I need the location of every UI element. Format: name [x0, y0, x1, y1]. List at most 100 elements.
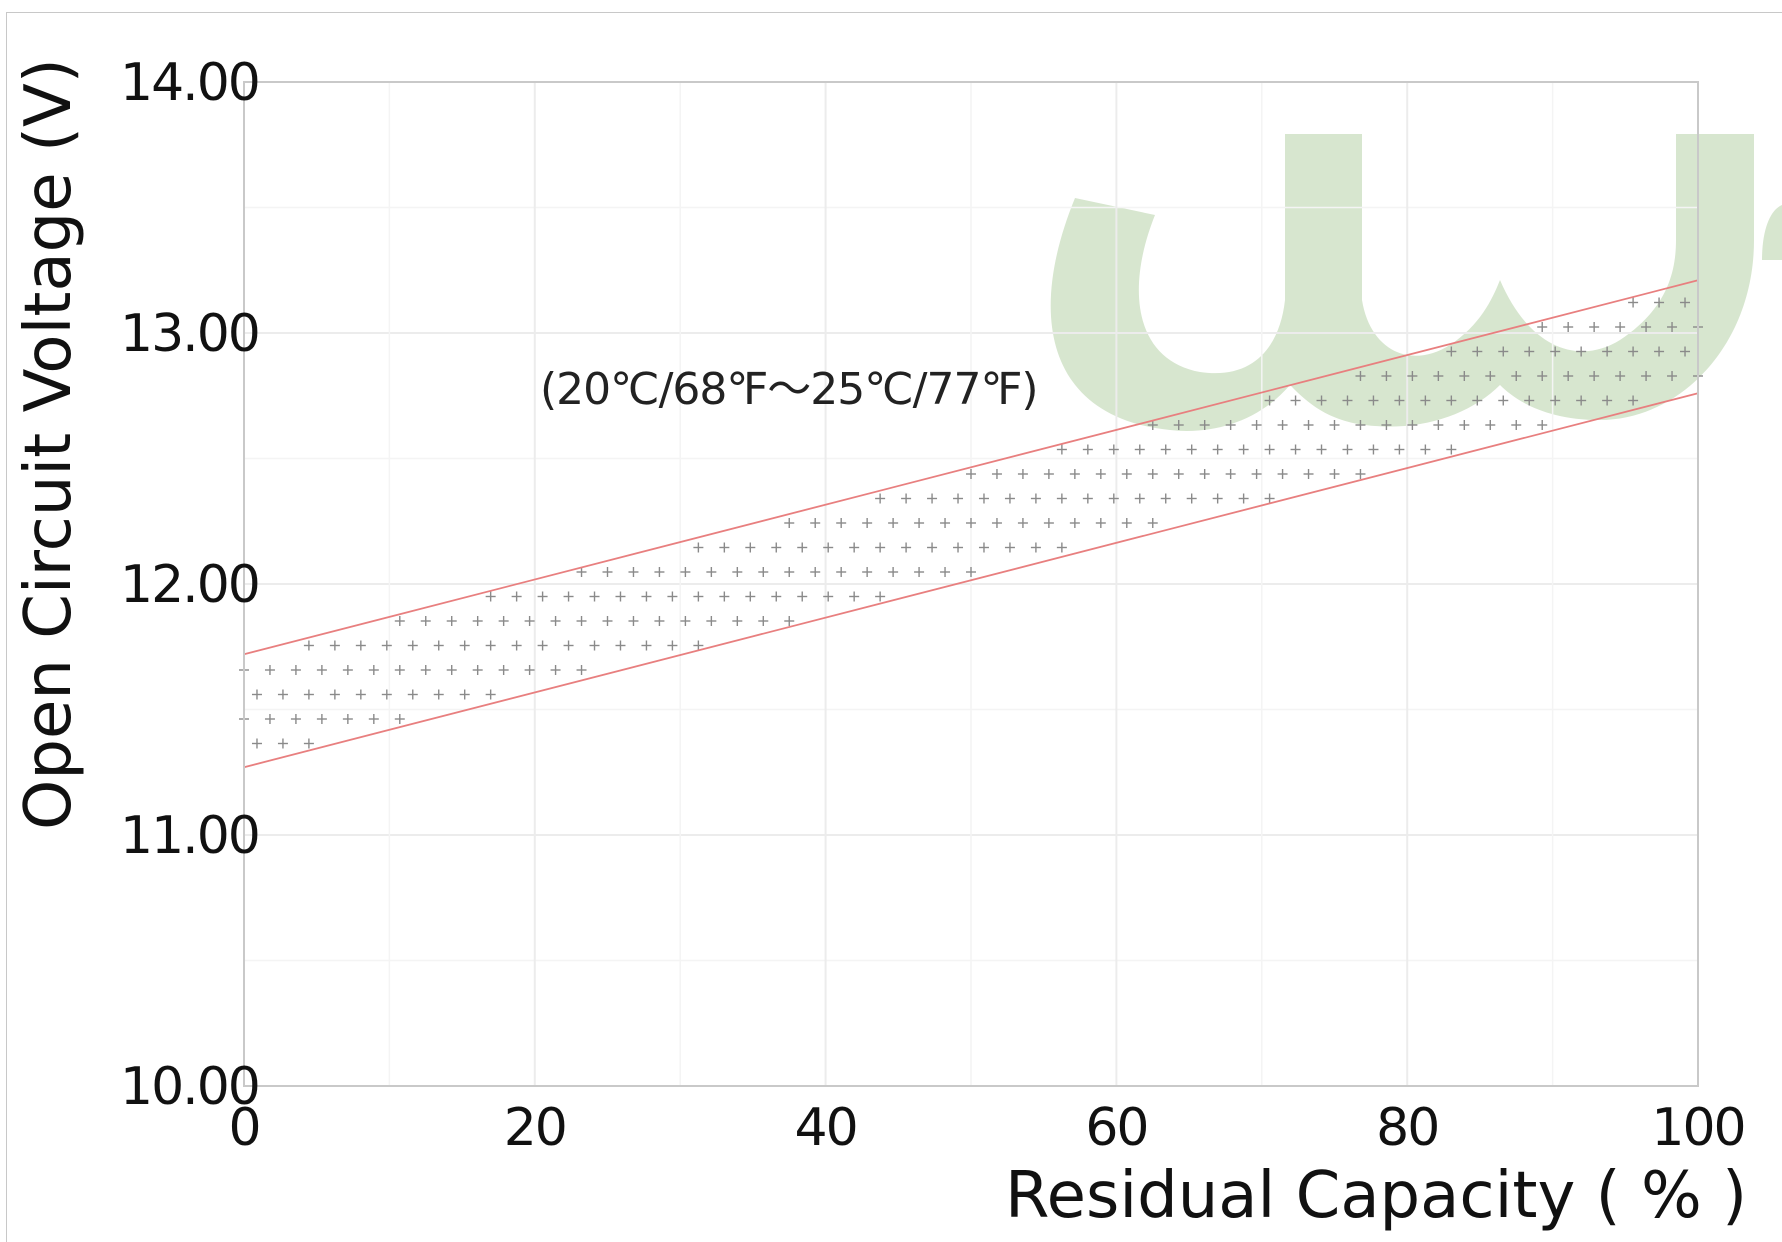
- band-pattern-mark: [1654, 297, 1665, 308]
- band-pattern-mark: [1355, 469, 1366, 479]
- band-pattern-mark: [420, 616, 431, 626]
- band-pattern-mark: [927, 542, 938, 553]
- x-tick-label: 0: [228, 1098, 259, 1158]
- band-pattern-mark: [875, 591, 886, 602]
- band-pattern-mark: [1186, 493, 1197, 504]
- band-pattern-mark: [1628, 346, 1639, 357]
- band-pattern-mark: [1511, 371, 1522, 381]
- band-pattern-mark: [1524, 346, 1535, 357]
- band-pattern-mark: [693, 640, 704, 651]
- band-pattern-mark: [1589, 322, 1600, 332]
- band-pattern-mark: [1342, 395, 1353, 406]
- band-pattern-mark: [1121, 518, 1132, 528]
- band-pattern-mark: [1368, 444, 1379, 455]
- band-pattern-mark: [1667, 371, 1678, 381]
- band-pattern-mark: [394, 665, 405, 675]
- band-pattern-mark: [1238, 444, 1249, 455]
- band-pattern-mark: [1550, 346, 1561, 357]
- band-pattern-mark: [394, 714, 405, 724]
- band-pattern-mark: [914, 567, 925, 577]
- band-pattern-mark: [823, 542, 834, 553]
- band-pattern-mark: [472, 616, 483, 626]
- plot-area: [243, 81, 1699, 1087]
- band-pattern-mark: [1043, 469, 1054, 479]
- band-pattern-mark: [264, 714, 275, 724]
- band-pattern-mark: [1667, 322, 1678, 332]
- band-pattern-mark: [758, 567, 769, 577]
- band-pattern-mark: [1069, 469, 1080, 479]
- band-pattern-mark: [758, 616, 769, 626]
- band-pattern-mark: [576, 567, 587, 577]
- band-pattern-mark: [1472, 395, 1483, 406]
- band-pattern-mark: [1329, 469, 1340, 479]
- band-pattern-mark: [927, 493, 938, 504]
- band-pattern-mark: [303, 738, 314, 749]
- band-pattern-mark: [810, 567, 821, 577]
- band-pattern-mark: [433, 689, 444, 700]
- x-tick-label: 20: [504, 1098, 566, 1158]
- band-pattern-mark: [1472, 346, 1483, 357]
- band-pattern-mark: [316, 714, 327, 724]
- band-pattern-mark: [511, 591, 522, 602]
- band-pattern-mark: [1147, 469, 1158, 479]
- band-pattern-mark: [1628, 395, 1639, 406]
- band-pattern-mark: [719, 591, 730, 602]
- band-pattern-mark: [914, 518, 925, 528]
- band-pattern-mark: [264, 665, 275, 675]
- band-pattern-mark: [1459, 371, 1470, 381]
- band-pattern-mark: [1017, 518, 1028, 528]
- band-pattern-mark: [680, 567, 691, 577]
- band-pattern-mark: [978, 542, 989, 553]
- band-pattern-mark: [1316, 444, 1327, 455]
- band-pattern-mark: [1446, 346, 1457, 357]
- band-pattern-mark: [1355, 420, 1366, 430]
- band-pattern-mark: [1355, 371, 1366, 381]
- band-pattern-mark: [1238, 493, 1249, 504]
- band-pattern-mark: [485, 591, 496, 602]
- band-pattern-mark: [966, 469, 976, 479]
- band-pattern-mark: [1095, 518, 1106, 528]
- band-pattern-mark: [771, 591, 782, 602]
- band-pattern-mark: [524, 665, 535, 675]
- band-pattern-mark: [303, 689, 314, 700]
- band-pattern-mark: [303, 640, 314, 651]
- band-pattern-mark: [966, 518, 976, 528]
- band-pattern-mark: [524, 616, 535, 626]
- band-pattern-mark: [862, 567, 873, 577]
- band-pattern-mark: [784, 518, 795, 528]
- band-pattern-mark: [1225, 420, 1236, 430]
- band-pattern-mark: [1056, 542, 1067, 553]
- band-pattern-mark: [602, 616, 613, 626]
- band-pattern-mark: [1095, 469, 1106, 479]
- band-pattern-mark: [888, 567, 899, 577]
- band-pattern-mark: [1381, 371, 1392, 381]
- band-pattern-mark: [485, 689, 496, 700]
- band-pattern-mark: [654, 616, 665, 626]
- y-tick-label: 14.00: [120, 53, 259, 113]
- band-pattern-mark: [1225, 469, 1236, 479]
- band-pattern-mark: [836, 518, 847, 528]
- band-pattern-mark: [1290, 444, 1301, 455]
- band-pattern-mark: [355, 640, 366, 651]
- band-pattern-mark: [1628, 297, 1639, 308]
- band-pattern-mark: [784, 616, 795, 626]
- band-pattern-mark: [1511, 420, 1522, 430]
- band-pattern-mark: [1381, 420, 1392, 430]
- band-pattern-mark: [1303, 469, 1314, 479]
- band-pattern-mark: [862, 518, 873, 528]
- band-pattern-mark: [1030, 542, 1041, 553]
- band-pattern-mark: [368, 714, 379, 724]
- band-pattern-mark: [966, 567, 976, 577]
- band-pattern-mark: [537, 640, 548, 651]
- band-pattern-mark: [472, 665, 483, 675]
- band-pattern-mark: [251, 738, 262, 749]
- band-pattern-mark: [1641, 322, 1652, 332]
- band-pattern-mark: [1134, 444, 1145, 455]
- band-pattern-mark: [563, 591, 574, 602]
- band-pattern-mark: [1030, 493, 1041, 504]
- band-pattern-mark: [693, 542, 704, 553]
- band-pattern-mark: [550, 616, 561, 626]
- band-pattern-mark: [1576, 395, 1587, 406]
- y-tick-labels: 10.00 11.00 12.00 13.00 14.00: [120, 53, 261, 1117]
- band-pattern-mark: [875, 542, 886, 553]
